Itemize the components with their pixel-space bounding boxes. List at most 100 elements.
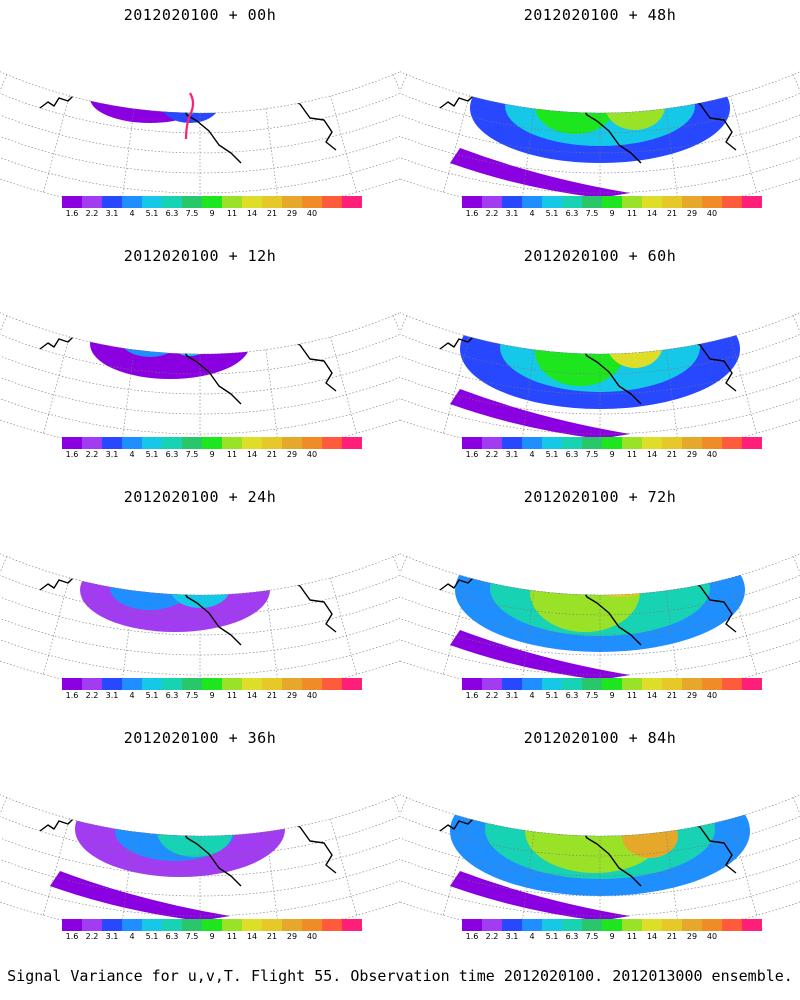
colorbar-tick-label: 2.2 xyxy=(485,691,499,700)
colorbar-swatch xyxy=(562,196,582,208)
colorbar-tick-label: 3.1 xyxy=(105,450,119,459)
colorbar-tick-label: 6.3 xyxy=(165,932,179,941)
colorbar xyxy=(462,919,762,931)
colorbar-swatch xyxy=(82,196,102,208)
colorbar-swatch xyxy=(462,919,482,931)
map-boundary xyxy=(0,312,400,439)
variance-contour xyxy=(170,326,210,356)
map-plot xyxy=(0,45,400,198)
colorbar-tick-label: 14 xyxy=(646,209,658,218)
colorbar-swatch xyxy=(322,196,342,208)
colorbar-tick-label: 5.1 xyxy=(145,691,159,700)
colorbar-swatch xyxy=(202,437,222,449)
colorbar-swatch xyxy=(562,919,582,931)
variance-contour xyxy=(80,548,270,632)
graticule-line xyxy=(730,95,757,193)
graticule-line xyxy=(443,818,470,916)
colorbar-swatch xyxy=(522,196,542,208)
colorbar-tick-label: 11 xyxy=(226,209,238,218)
panel-title: 2012020100 + 48h xyxy=(523,6,677,24)
colorbar-swatch xyxy=(702,196,722,208)
colorbar-swatch xyxy=(582,678,602,690)
map-boundary xyxy=(400,71,800,198)
variance-contour xyxy=(75,781,285,877)
colorbar-tick-label: 11 xyxy=(226,691,238,700)
colorbar-swatch xyxy=(722,196,742,208)
colorbar-swatch xyxy=(282,678,302,690)
graticule-line xyxy=(520,349,535,439)
colorbar-tick-label: 4 xyxy=(529,209,535,218)
colorbar-swatch xyxy=(162,678,182,690)
colorbar-swatch xyxy=(502,678,522,690)
colorbar-tick-label: 40 xyxy=(706,691,718,700)
graticule-line xyxy=(443,577,470,675)
graticule-line xyxy=(665,590,680,680)
colorbar-tick-label: 21 xyxy=(266,691,278,700)
colorbar-tick-label: 5.1 xyxy=(545,691,559,700)
colorbar-swatch xyxy=(302,196,322,208)
colorbar-tick-label: 3.1 xyxy=(505,691,519,700)
variance-contour xyxy=(110,566,190,610)
colorbar-tick-label: 5.1 xyxy=(545,932,559,941)
colorbar-swatch xyxy=(222,196,242,208)
colorbar-tick-label: 9 xyxy=(609,450,615,459)
colorbar-swatch xyxy=(462,196,482,208)
colorbar-swatch xyxy=(262,437,282,449)
colorbar-swatch xyxy=(82,678,102,690)
map-boundary xyxy=(400,553,800,680)
colorbar xyxy=(462,437,762,449)
colorbar-swatch xyxy=(282,919,302,931)
graticule-line xyxy=(265,349,280,439)
colorbar-tick-label: 2.2 xyxy=(485,450,499,459)
graticule-line xyxy=(443,95,470,193)
colorbar-swatch xyxy=(562,678,582,690)
colorbar-swatch xyxy=(462,437,482,449)
colorbar-swatch xyxy=(482,919,502,931)
colorbar-swatch xyxy=(642,919,662,931)
variance-contour xyxy=(178,86,202,114)
colorbar xyxy=(62,919,362,931)
graticule-line xyxy=(665,349,680,439)
colorbar-swatch xyxy=(122,919,142,931)
colorbar-swatch xyxy=(242,678,262,690)
colorbar-tick-label: 4 xyxy=(129,691,135,700)
colorbar-tick-label: 9 xyxy=(609,691,615,700)
colorbar-tick-label: 9 xyxy=(209,450,215,459)
colorbar-swatch xyxy=(582,196,602,208)
colorbar-tick-label: 14 xyxy=(646,932,658,941)
forecast-panel: 2012020100 + 84h 1.6 2.2 3.1 4 5.1 6.3 7.5 9 11 14… xyxy=(400,723,800,968)
colorbar-swatch xyxy=(682,919,702,931)
colorbar-tick-label: 21 xyxy=(266,932,278,941)
panel-title: 2012020100 + 24h xyxy=(123,488,277,506)
colorbar-tick-label: 21 xyxy=(666,450,678,459)
variance-contour xyxy=(622,814,678,858)
colorbar-swatch xyxy=(742,196,762,208)
colorbar-ticks: 1.6 2.2 3.1 4 5.1 6.3 7.5 9 11 14 21 29 40 xyxy=(62,209,362,219)
colorbar-swatch xyxy=(502,919,522,931)
colorbar-swatch xyxy=(542,919,562,931)
colorbar-swatch xyxy=(162,919,182,931)
panel-title: 2012020100 + 84h xyxy=(523,729,677,747)
graticule-line xyxy=(443,336,470,434)
colorbar-tick-label: 21 xyxy=(266,209,278,218)
colorbar-swatch xyxy=(62,196,82,208)
colorbar-tick-label: 1.6 xyxy=(65,450,79,459)
colorbar-swatch xyxy=(582,437,602,449)
colorbar-swatch xyxy=(322,678,342,690)
colorbar-tick-label: 29 xyxy=(286,691,298,700)
colorbar-swatch xyxy=(622,196,642,208)
colorbar-swatch xyxy=(342,919,362,931)
colorbar-tick-label: 2.2 xyxy=(85,932,99,941)
map-plot xyxy=(400,768,800,921)
colorbar-tick-label: 2.2 xyxy=(85,450,99,459)
colorbar-swatch xyxy=(322,919,342,931)
colorbar-tick-label: 6.3 xyxy=(565,209,579,218)
colorbar-swatch xyxy=(702,437,722,449)
graticule-line xyxy=(520,831,535,921)
colorbar-tick-label: 6.3 xyxy=(165,209,179,218)
colorbar-swatch xyxy=(122,196,142,208)
colorbar-tick-label: 4 xyxy=(129,932,135,941)
colorbar-swatch xyxy=(622,678,642,690)
colorbar-swatch xyxy=(102,919,122,931)
forecast-panel: 2012020100 + 60h 1.6 2.2 3.1 4 5.1 6.3 7.5 9 11 14… xyxy=(400,241,800,486)
